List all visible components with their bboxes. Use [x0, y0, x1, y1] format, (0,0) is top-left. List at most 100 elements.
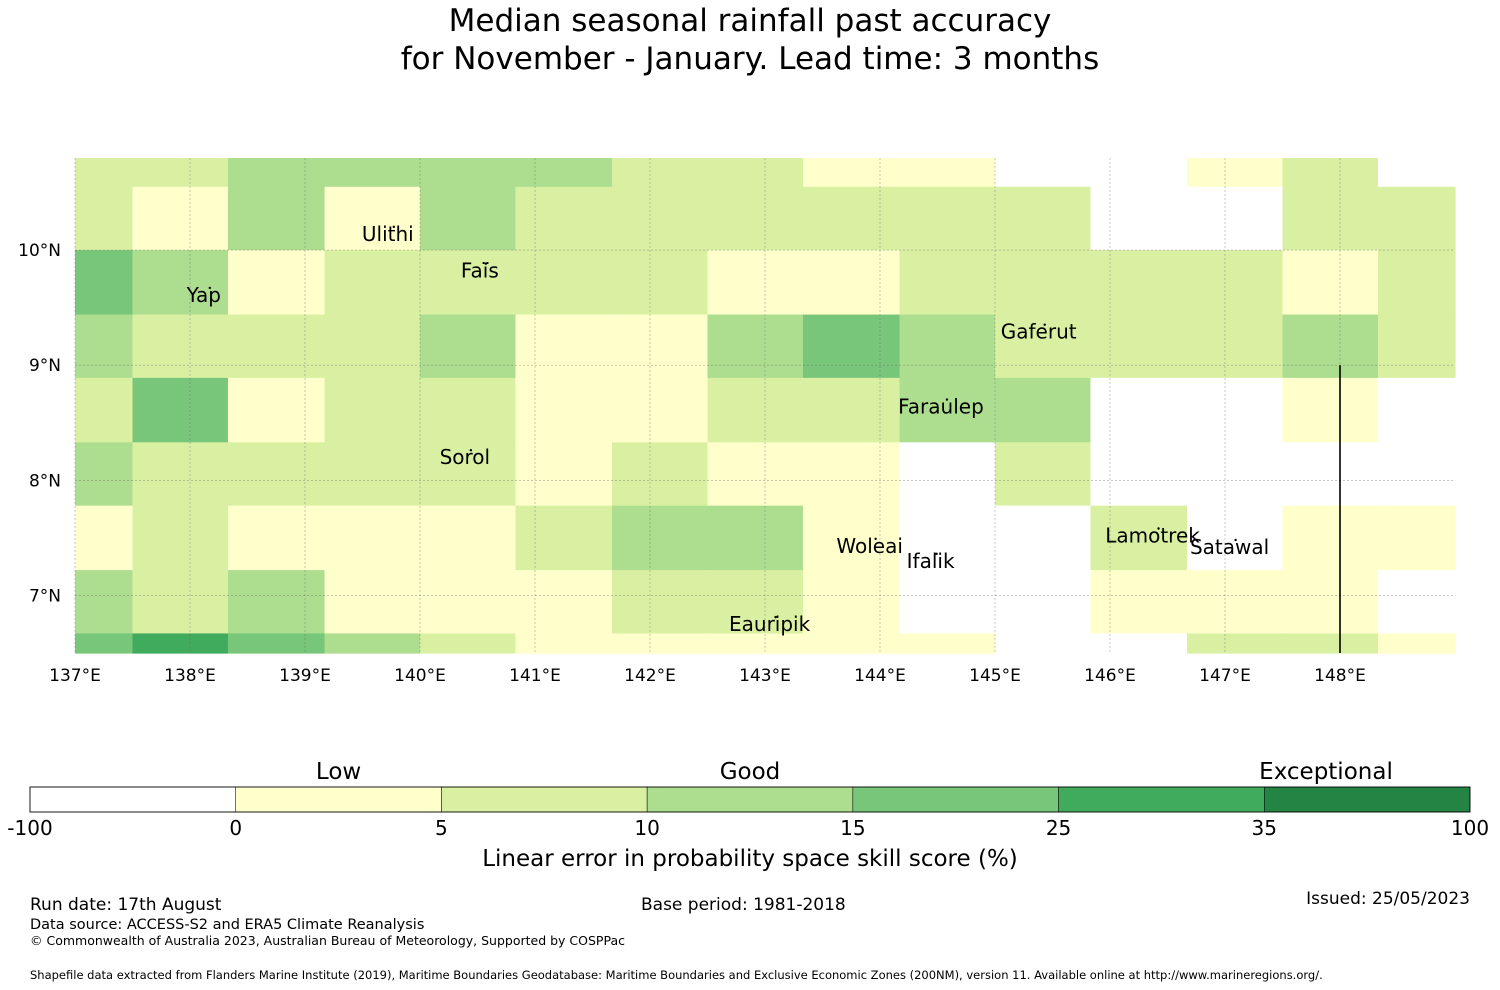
skill-cell — [75, 442, 134, 507]
skill-cell — [995, 505, 1092, 571]
skill-cell — [802, 505, 901, 571]
skill-cell — [132, 250, 229, 316]
skill-cell — [420, 505, 517, 571]
x-tick-label: 143°E — [739, 666, 791, 686]
skill-cell — [707, 505, 804, 571]
skill-cell — [75, 250, 134, 316]
skill-cell — [1090, 633, 1188, 654]
skill-cell — [227, 186, 326, 251]
skill-cell — [612, 442, 709, 507]
colorbar-tick-label: 35 — [1251, 816, 1278, 840]
skill-cell — [899, 377, 996, 443]
skill-cell — [707, 377, 804, 443]
skill-cell — [420, 250, 517, 316]
skill-cell — [1187, 570, 1284, 635]
skill-cell — [132, 314, 229, 379]
y-tick-label: 7°N — [29, 586, 61, 606]
skill-cell — [132, 633, 229, 654]
skill-cell — [132, 442, 229, 507]
island-dot — [1234, 538, 1237, 542]
skill-cell — [1090, 505, 1188, 571]
island-dot — [469, 449, 473, 452]
x-tick-label: 144°E — [854, 666, 906, 686]
skill-cell — [612, 505, 709, 571]
chart-title-line-2: for November - January. Lead time: 3 mon… — [400, 41, 1100, 77]
skill-cell — [1282, 250, 1379, 316]
skill-cell — [1377, 505, 1456, 571]
skill-cell — [802, 250, 901, 316]
skill-cell — [75, 377, 134, 443]
skill-cell — [227, 250, 326, 316]
x-tick-label: 147°E — [1199, 666, 1251, 686]
skill-cell — [995, 250, 1092, 316]
skill-cell — [802, 633, 901, 654]
colorbar-category-label: Low — [315, 759, 362, 785]
skill-cell — [802, 442, 901, 507]
x-tick-label: 140°E — [394, 666, 446, 686]
skill-cell — [227, 158, 326, 188]
skill-cell — [227, 570, 326, 635]
skill-cell — [1377, 250, 1456, 316]
skill-cell — [1090, 442, 1188, 507]
skill-cell — [1377, 186, 1456, 251]
skill-cell — [612, 250, 709, 316]
skill-cell — [515, 158, 613, 188]
island-label: Ifalik — [907, 549, 955, 573]
island-label: Yap — [186, 283, 221, 307]
island-label: Woleai — [836, 534, 903, 558]
data-source: Data source: ACCESS-S2 and ERA5 Climate … — [30, 917, 425, 933]
island-dot — [1043, 323, 1046, 326]
skill-cell — [420, 633, 517, 654]
skill-cell — [1282, 186, 1379, 251]
skill-cell — [515, 505, 613, 571]
skill-cell — [515, 250, 613, 316]
skill-cell — [802, 158, 901, 188]
skill-cell — [1282, 377, 1379, 443]
colorbar-tick-label: 100 — [1450, 816, 1490, 840]
x-tick-label: 142°E — [624, 666, 676, 686]
skill-cell — [899, 505, 996, 571]
skill-cell — [1187, 250, 1284, 316]
skill-cell — [1282, 505, 1379, 571]
island-dot — [945, 398, 949, 401]
skill-cell — [707, 442, 804, 507]
skill-cell — [75, 505, 134, 571]
skill-cell — [802, 570, 901, 635]
run-date: Run date: 17th August — [30, 895, 222, 915]
skill-cell — [707, 570, 804, 635]
skill-cell — [1377, 633, 1456, 654]
island-dot — [392, 225, 395, 229]
skill-cell — [899, 158, 996, 188]
base-period: Base period: 1981-2018 — [641, 895, 846, 915]
skill-cell — [899, 442, 996, 507]
colorbar-swatch — [441, 786, 648, 813]
skill-cell — [1282, 633, 1379, 654]
skill-cell — [707, 158, 804, 188]
skill-cell — [75, 314, 134, 379]
x-tick-label: 139°E — [279, 666, 331, 686]
skill-cell — [1187, 377, 1284, 443]
colorbar-swatch — [646, 786, 854, 813]
colorbar-axis-label: Linear error in probability space skill … — [482, 846, 1018, 872]
colorbar-swatch — [1264, 786, 1471, 813]
island-label: Gaferut — [1001, 320, 1077, 344]
skill-cell — [515, 377, 613, 443]
skill-cell — [899, 314, 996, 379]
y-tick-label: 10°N — [18, 241, 61, 261]
skill-cell — [132, 377, 229, 443]
skill-cell — [420, 158, 517, 188]
skill-cell — [515, 314, 613, 379]
colorbar-tick-label: -100 — [7, 816, 53, 840]
skill-cell — [227, 633, 326, 654]
skill-cell — [324, 442, 421, 507]
skill-cell — [132, 505, 229, 571]
skill-cell — [324, 377, 421, 443]
skill-cell — [420, 314, 517, 379]
skill-cell — [1187, 633, 1284, 654]
x-tick-label: 141°E — [509, 666, 561, 686]
skill-cell — [995, 570, 1092, 635]
skill-cell — [707, 186, 804, 251]
skill-cell — [899, 250, 996, 316]
island-dot — [874, 537, 877, 541]
skill-cell — [995, 186, 1092, 251]
